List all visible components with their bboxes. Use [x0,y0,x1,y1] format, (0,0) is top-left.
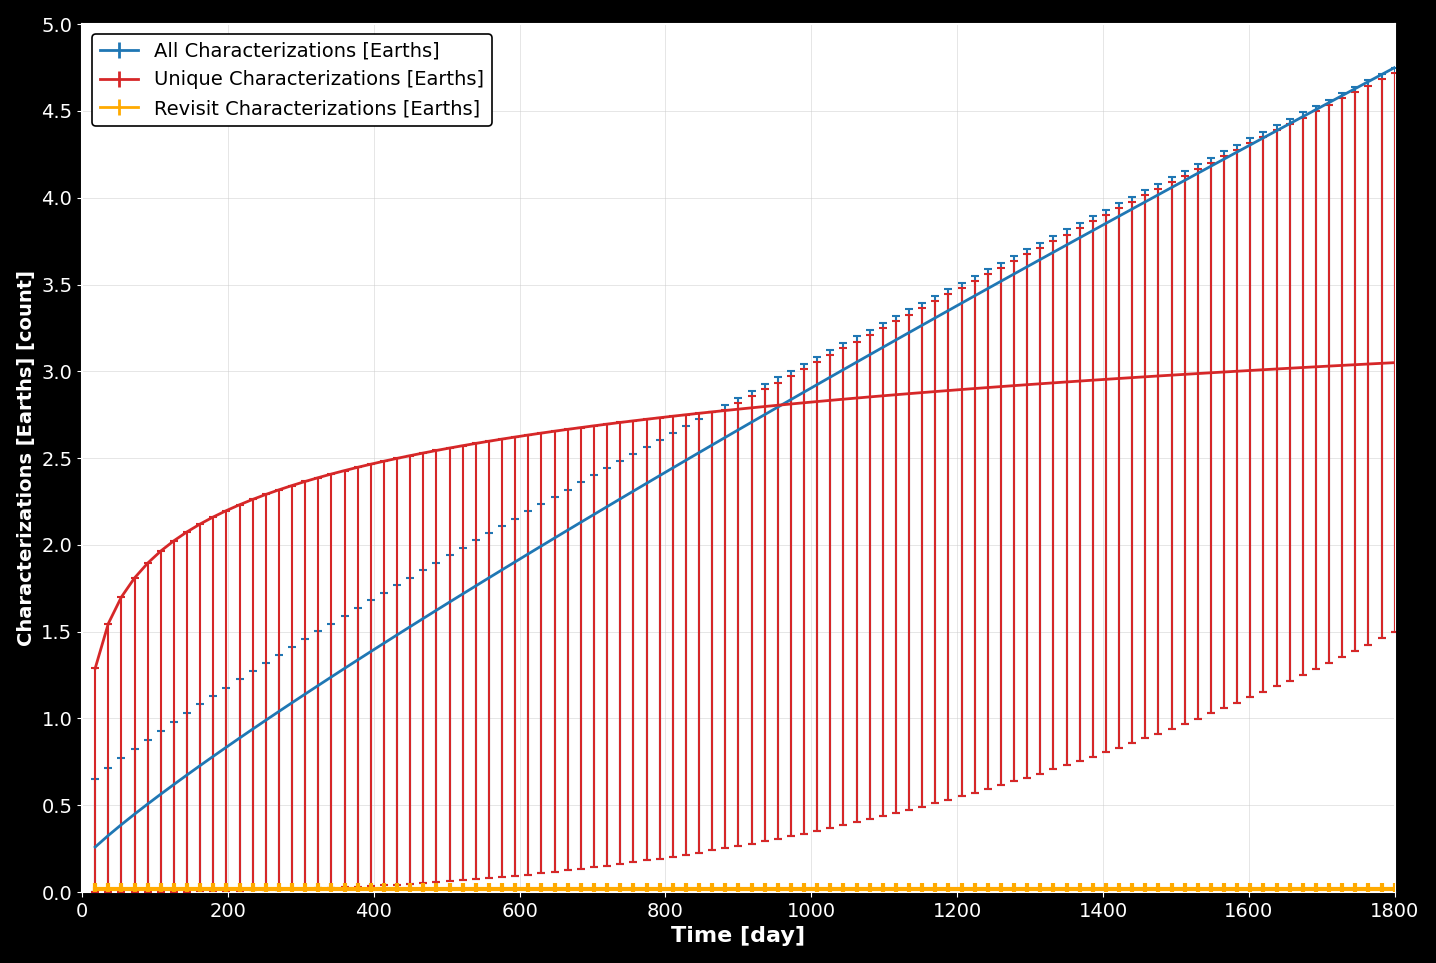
X-axis label: Time [day]: Time [day] [671,926,806,947]
Y-axis label: Characterizations [Earths] [count]: Characterizations [Earths] [count] [17,270,36,646]
Legend: All Characterizations [Earths], Unique Characterizations [Earths], Revisit Chara: All Characterizations [Earths], Unique C… [92,34,491,126]
